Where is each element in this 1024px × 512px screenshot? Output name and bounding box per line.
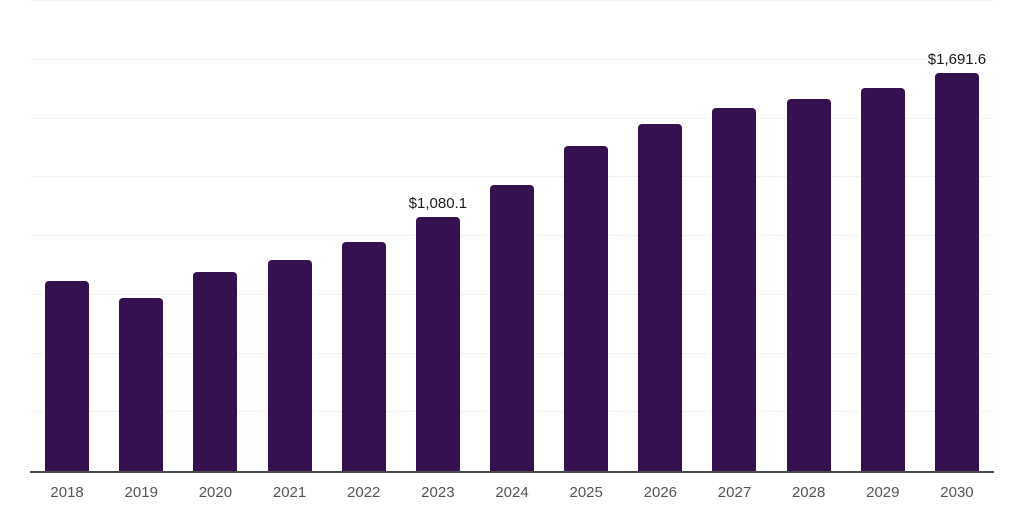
bar-slot <box>327 1 401 471</box>
bar <box>786 98 831 471</box>
bar-slot: $1,691.6 <box>920 1 994 471</box>
bar <box>119 297 164 471</box>
bar-value-label: $1,691.6 <box>927 50 987 68</box>
bar-slot <box>104 1 178 471</box>
x-tick-label: 2024 <box>495 484 529 501</box>
bar-slot <box>623 1 697 471</box>
bar-slot <box>252 1 326 471</box>
bar <box>193 272 238 471</box>
gridline <box>30 0 994 1</box>
bar <box>415 217 460 471</box>
x-tick-label: 2028 <box>791 484 826 501</box>
x-tick-label: 2026 <box>643 484 678 501</box>
x-tick-label: 2020 <box>198 484 233 501</box>
bar <box>564 146 609 471</box>
x-tick-label: 2027 <box>717 484 752 501</box>
bar <box>45 281 90 471</box>
x-tick-label: 2019 <box>124 484 158 501</box>
gridline <box>30 58 994 60</box>
bar <box>490 184 535 471</box>
gridline <box>30 117 994 119</box>
bar-slot <box>30 1 104 471</box>
bar <box>638 124 683 471</box>
x-tick-label: 2023 <box>421 484 455 501</box>
x-tick-label: 2029 <box>866 484 900 501</box>
x-tick-label: 2030 <box>940 484 974 501</box>
x-tick-label: 2018 <box>50 484 84 501</box>
x-tick-label: 2022 <box>347 484 381 501</box>
gridline <box>30 176 994 178</box>
bar-slots: $1,080.1 $1,691.6 <box>30 1 994 471</box>
x-tick-label: 2025 <box>569 484 603 501</box>
x-axis-tick-labels: 2018 2019 2020 2021 2022 2023 2024 2025 2026 2027… <box>30 484 994 501</box>
bar-slot <box>772 1 846 471</box>
bar <box>267 260 312 471</box>
bar-slot <box>846 1 920 471</box>
x-tick-label: 2021 <box>272 484 307 501</box>
bar <box>860 88 905 471</box>
bar-slot <box>549 1 623 471</box>
bar-slot <box>178 1 252 471</box>
bar <box>712 108 757 471</box>
x-axis-line <box>30 471 994 473</box>
bar-value-label: $1,080.1 <box>408 194 468 212</box>
bar-slot <box>475 1 549 471</box>
bar <box>341 242 386 471</box>
bar-slot: $1,080.1 <box>401 1 475 471</box>
bar-slot <box>697 1 771 471</box>
plot-area: $1,080.1 $1,691.6 <box>30 0 994 471</box>
bar <box>934 73 979 471</box>
